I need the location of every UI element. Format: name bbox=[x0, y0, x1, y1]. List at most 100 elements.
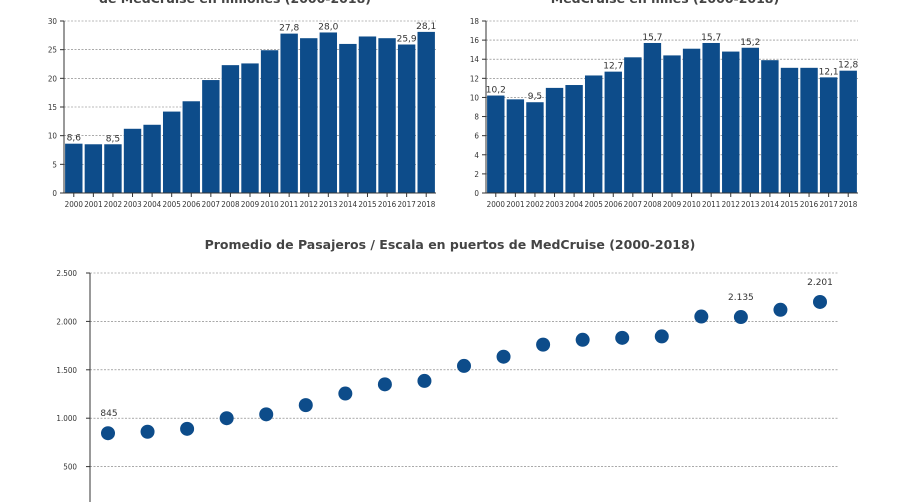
bar-2015 bbox=[780, 67, 799, 193]
bar-2018 bbox=[417, 31, 435, 193]
y-tick-label: 14 bbox=[470, 55, 480, 64]
bar-2002 bbox=[104, 144, 122, 193]
y-tick-label: 500 bbox=[63, 463, 77, 472]
bar-2011 bbox=[702, 42, 720, 193]
bar-2005 bbox=[584, 75, 603, 193]
data-label: 9,5 bbox=[528, 92, 542, 102]
bar-2009 bbox=[241, 63, 259, 193]
bar-2000 bbox=[487, 95, 505, 193]
x-tick-label: 2016 bbox=[800, 200, 819, 209]
bar-2012 bbox=[300, 38, 318, 194]
point-2008 bbox=[417, 373, 432, 388]
point-2012 bbox=[575, 332, 590, 347]
x-tick-label: 2006 bbox=[604, 200, 623, 209]
y-tick-label: 4 bbox=[474, 151, 479, 160]
bar-2016 bbox=[800, 67, 818, 193]
y-tick-label: 0 bbox=[474, 189, 479, 198]
y-tick-label: 5 bbox=[52, 160, 57, 169]
bar-2010 bbox=[260, 50, 279, 193]
y-tick-label: 6 bbox=[474, 132, 479, 141]
bar-2001 bbox=[506, 99, 525, 193]
point-2018 bbox=[813, 294, 827, 309]
x-tick-label: 2016 bbox=[378, 200, 397, 209]
x-tick-label: 2004 bbox=[143, 200, 162, 209]
data-label: 12,1 bbox=[819, 67, 839, 77]
y-tick-label: 16 bbox=[470, 36, 480, 45]
point-2013 bbox=[615, 330, 630, 345]
data-label: 15,2 bbox=[740, 38, 760, 48]
bar-2013 bbox=[319, 32, 338, 193]
point-2002 bbox=[180, 421, 195, 436]
bar-2005 bbox=[162, 111, 181, 193]
point-2014 bbox=[654, 329, 669, 344]
bar-2011 bbox=[280, 33, 298, 193]
point-2003 bbox=[219, 411, 234, 426]
point-2005 bbox=[298, 398, 313, 413]
bar-2013 bbox=[741, 47, 760, 193]
x-tick-label: 2002 bbox=[526, 200, 544, 209]
x-tick-label: 2001 bbox=[506, 200, 524, 209]
point-2009 bbox=[457, 358, 471, 373]
bar-2001 bbox=[84, 144, 103, 193]
point-2007 bbox=[377, 377, 392, 392]
data-label: 10,2 bbox=[486, 86, 506, 96]
data-label: 15,7 bbox=[642, 33, 662, 43]
point-2000 bbox=[101, 426, 115, 441]
y-tick-label: 20 bbox=[48, 74, 58, 83]
y-tick-label: 8 bbox=[474, 113, 479, 122]
y-tick-label: 30 bbox=[48, 17, 58, 26]
data-label: 27,8 bbox=[279, 24, 299, 34]
x-tick-label: 2012 bbox=[300, 200, 318, 209]
y-tick-label: 10 bbox=[470, 93, 480, 102]
data-label: 28,1 bbox=[416, 22, 436, 32]
bar-2003 bbox=[545, 87, 564, 193]
x-tick-label: 2010 bbox=[682, 200, 701, 209]
scatter-chart: Promedio de Pasajeros / Escala en puerto… bbox=[56, 237, 838, 502]
y-tick-label: 18 bbox=[470, 17, 480, 26]
x-tick-label: 2011 bbox=[280, 200, 298, 209]
x-tick-label: 2017 bbox=[397, 200, 415, 209]
x-tick-label: 2015 bbox=[780, 200, 798, 209]
x-tick-label: 2015 bbox=[358, 200, 376, 209]
bar-2003 bbox=[123, 128, 142, 193]
data-label: 2.135 bbox=[728, 293, 754, 303]
data-label: 8,6 bbox=[67, 134, 82, 144]
x-tick-label: 2006 bbox=[182, 200, 201, 209]
bar-2000 bbox=[65, 143, 83, 193]
y-tick-label: 12 bbox=[470, 74, 479, 83]
point-2017 bbox=[773, 302, 788, 317]
x-tick-label: 2005 bbox=[585, 200, 603, 209]
bar-2004 bbox=[565, 85, 583, 193]
y-tick-label: 2.500 bbox=[56, 269, 77, 278]
bar-2018 bbox=[839, 70, 857, 193]
x-tick-label: 2010 bbox=[260, 200, 279, 209]
data-label: 12,8 bbox=[838, 61, 858, 71]
bar-2017 bbox=[819, 77, 838, 193]
bar-2007 bbox=[624, 57, 642, 193]
x-tick-label: 2004 bbox=[565, 200, 584, 209]
y-tick-label: 1.000 bbox=[56, 414, 77, 423]
bar-2004 bbox=[143, 124, 161, 193]
point-2016 bbox=[733, 310, 748, 325]
x-tick-label: 2012 bbox=[722, 200, 740, 209]
x-tick-label: 2018 bbox=[417, 200, 436, 209]
point-2006 bbox=[338, 386, 353, 401]
bar-2017 bbox=[397, 44, 416, 193]
bar-2015 bbox=[358, 36, 377, 194]
x-tick-label: 2007 bbox=[624, 200, 642, 209]
bar-2009 bbox=[663, 55, 681, 194]
point-2010 bbox=[496, 349, 511, 364]
y-tick-label: 10 bbox=[48, 132, 58, 141]
data-label: 25,9 bbox=[397, 35, 417, 45]
x-tick-label: 2013 bbox=[741, 200, 759, 209]
bar-2006 bbox=[182, 101, 200, 193]
x-tick-label: 2008 bbox=[221, 200, 240, 209]
x-tick-label: 2018 bbox=[839, 200, 858, 209]
bar-2010 bbox=[682, 48, 701, 193]
x-tick-label: 2002 bbox=[104, 200, 122, 209]
bar-2008 bbox=[643, 42, 662, 193]
x-tick-label: 2011 bbox=[702, 200, 720, 209]
x-tick-label: 2007 bbox=[202, 200, 220, 209]
chart-title: MedCruise en miles (2000-2018) bbox=[551, 0, 779, 6]
